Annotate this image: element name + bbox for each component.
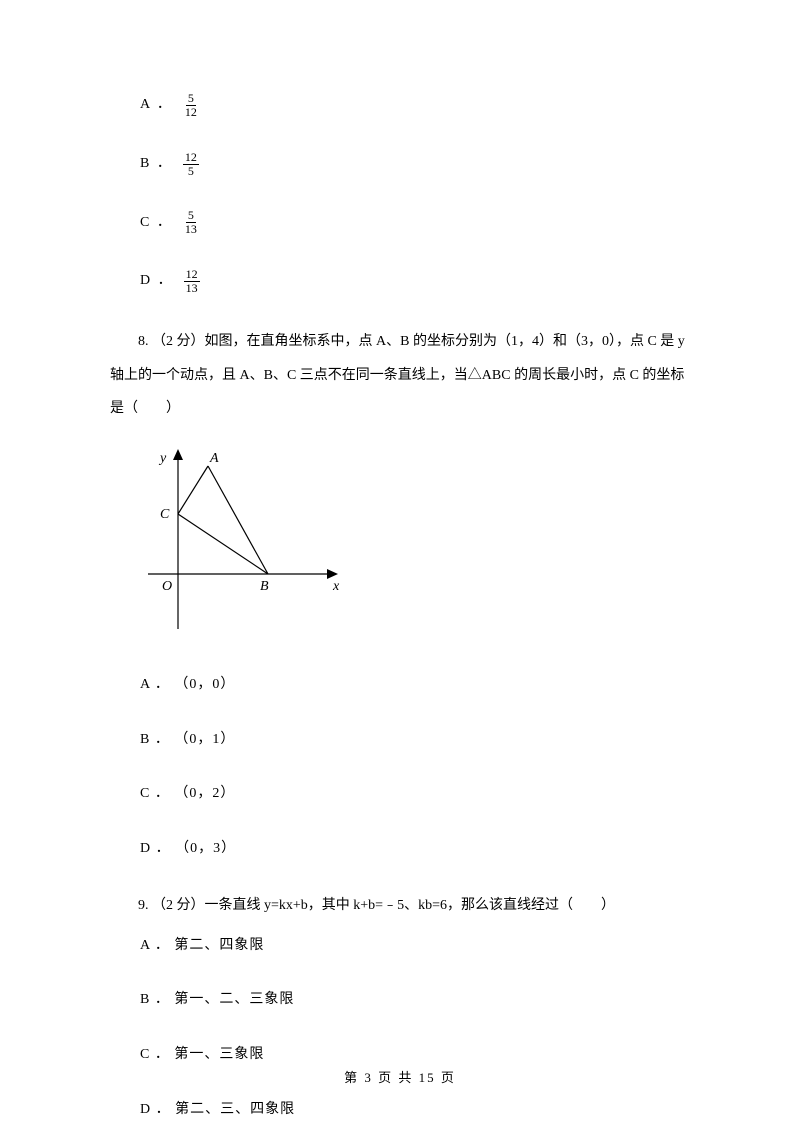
fraction-b: 12 5: [183, 151, 199, 178]
q9-option-d: D ． 第二、三、四象限: [110, 1095, 690, 1126]
q8-option-a: A ． （0，0）: [110, 670, 690, 701]
q8-option-c: C ． （0，2）: [110, 779, 690, 810]
x-axis-label: x: [332, 579, 340, 594]
page-footer: 第 3 页 共 15 页: [0, 1067, 800, 1086]
q7-option-b: B ． 12 5: [110, 149, 690, 180]
q7-option-c: C ． 5 13: [110, 208, 690, 239]
page-content: A ． 5 12 B ． 12 5 C ． 5 13 D ． 12 13 8. …: [0, 0, 800, 1126]
q8-option-d: D ． （0，3）: [110, 834, 690, 865]
q9-option-a: A ． 第二、四象限: [110, 931, 690, 962]
coordinate-diagram: y x A B C O: [138, 444, 348, 639]
y-axis-label: y: [158, 451, 167, 466]
fraction-d: 12 13: [184, 268, 200, 295]
option-label-d: D ．: [140, 266, 174, 297]
q8-option-b: B ． （0，1）: [110, 725, 690, 756]
q8-figure: y x A B C O: [138, 444, 690, 652]
option-label-b: B ．: [140, 149, 173, 180]
option-label-c: C ．: [140, 208, 173, 239]
q7-option-a: A ． 5 12: [110, 90, 690, 121]
q7-option-d: D ． 12 13: [110, 266, 690, 297]
q9-option-b: B ． 第一、二、三象限: [110, 985, 690, 1016]
fraction-c: 5 13: [183, 209, 199, 236]
q8-text: 8. （2 分）如图，在直角坐标系中，点 A、B 的坐标分别为（1，4）和（3，…: [110, 325, 690, 426]
origin-label: O: [162, 579, 172, 594]
point-b-label: B: [260, 579, 269, 594]
q9-text: 9. （2 分）一条直线 y=kx+b，其中 k+b=﹣5、kb=6，那么该直线…: [110, 889, 690, 923]
fraction-a: 5 12: [183, 92, 199, 119]
point-a-label: A: [209, 451, 219, 466]
option-label-a: A ．: [140, 90, 173, 121]
point-c-label: C: [160, 507, 170, 522]
